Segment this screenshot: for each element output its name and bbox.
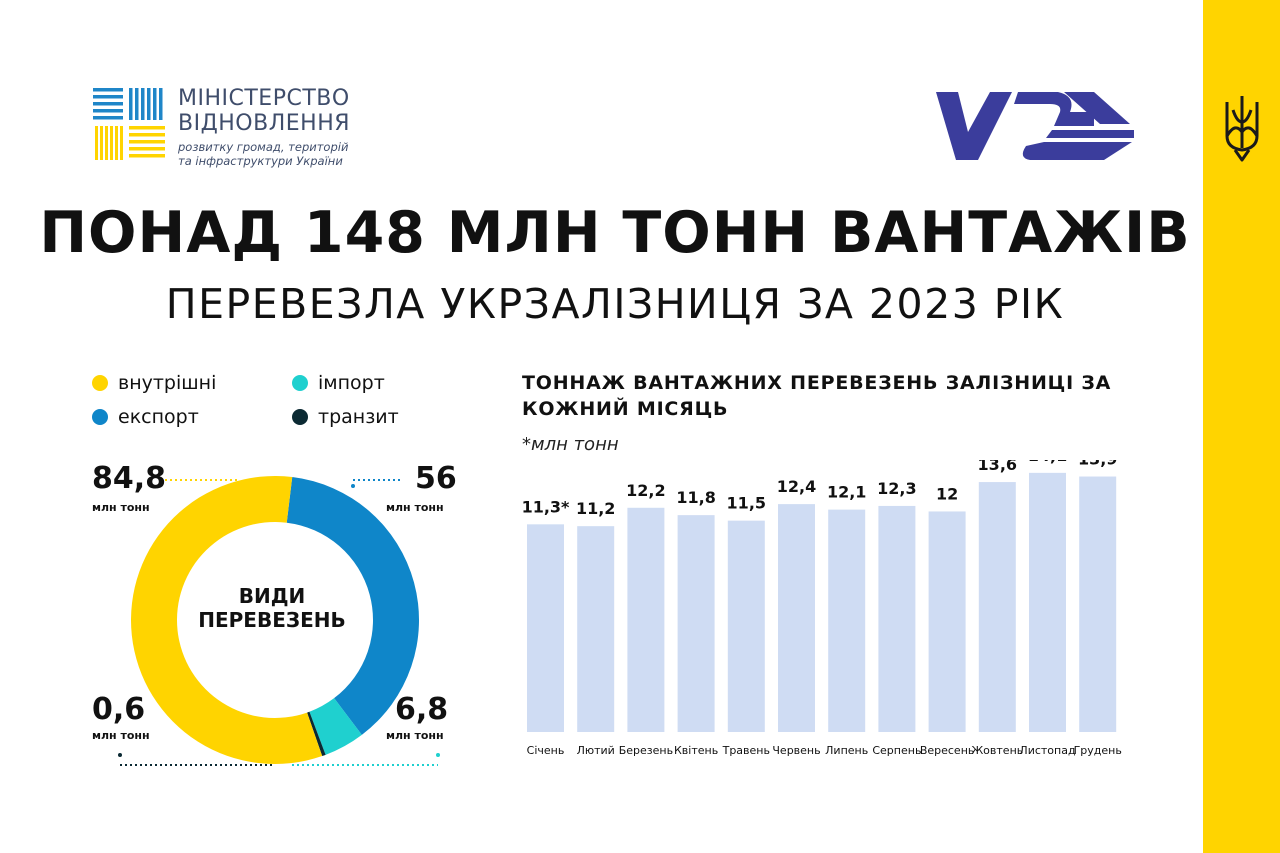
bar-value-label: 12,4 bbox=[777, 477, 816, 496]
legend-label-export: експорт bbox=[118, 406, 199, 428]
logo-stripe bbox=[95, 126, 98, 160]
bar-value-label: 12,1 bbox=[827, 483, 866, 502]
bar-value-label: 12 bbox=[936, 484, 958, 503]
bar-7 bbox=[828, 509, 866, 732]
value-domestic: 84,8 bbox=[92, 461, 167, 496]
bar-2 bbox=[577, 526, 615, 732]
logo-stripe bbox=[110, 126, 113, 160]
donut-slice-import bbox=[309, 698, 362, 755]
bar-8 bbox=[878, 505, 916, 732]
bar-category-label: Липень bbox=[825, 744, 868, 757]
bar-value-label: 13,6 bbox=[978, 460, 1017, 474]
logo-stripe bbox=[115, 126, 118, 160]
logo-stripe bbox=[129, 133, 165, 137]
unit-domestic: млн тонн bbox=[92, 501, 150, 514]
bar-category-label: Жовтень bbox=[971, 744, 1023, 757]
bar-category-label: Березень bbox=[619, 744, 673, 757]
bar-category-label: Січень bbox=[527, 744, 565, 757]
legend-dot-domestic bbox=[92, 375, 108, 391]
legend-dot-export bbox=[92, 409, 108, 425]
bar-value-label: 11,5 bbox=[727, 494, 766, 513]
bar-value-label: 14,1 bbox=[1028, 460, 1067, 465]
logo-stripe bbox=[159, 88, 163, 120]
bar-11 bbox=[1029, 472, 1066, 732]
donut-center-line2: ПЕРЕВЕЗЕНЬ bbox=[198, 608, 346, 632]
bar-value-label: 12,2 bbox=[626, 481, 665, 500]
bar-4 bbox=[677, 515, 715, 732]
value-export: 56 bbox=[415, 461, 457, 496]
value-transit: 0,6 bbox=[92, 692, 146, 727]
unit-export: млн тонн bbox=[386, 501, 444, 514]
logo-stripe bbox=[129, 88, 133, 120]
logo-stripe bbox=[141, 88, 145, 120]
donut-slice-domestic bbox=[130, 476, 323, 764]
legend-item-transit: транзит bbox=[292, 406, 399, 428]
bar-5 bbox=[727, 520, 765, 732]
ministry-subtitle-line1: розвитку громад, територій bbox=[178, 140, 349, 154]
bar-1 bbox=[527, 524, 564, 732]
logo-stripe bbox=[120, 126, 123, 160]
bar-6 bbox=[778, 504, 815, 732]
bar-12 bbox=[1079, 476, 1117, 732]
ministry-subtitle-line2: та інфраструктури України bbox=[178, 154, 343, 168]
logo-stripe bbox=[135, 88, 139, 120]
logo-stripe bbox=[129, 154, 165, 158]
logo-stripe bbox=[105, 126, 108, 160]
donut-slice-export bbox=[286, 477, 419, 735]
bar-category-label: Серпень bbox=[872, 744, 921, 757]
logo-stripe bbox=[93, 95, 123, 99]
ministry-name-line2: ВІДНОВЛЕННЯ bbox=[178, 111, 351, 136]
logo-stripe bbox=[129, 126, 165, 130]
ministry-name-line1: МІНІСТЕРСТВО bbox=[178, 86, 350, 111]
bar-10 bbox=[978, 482, 1016, 732]
bar-category-label: Грудень bbox=[1074, 744, 1122, 757]
bar-chart-unit: *млн тонн bbox=[522, 434, 619, 455]
trident-icon bbox=[1225, 96, 1259, 162]
legend-dot-transit bbox=[292, 409, 308, 425]
legend-label-domestic: внутрішні bbox=[118, 372, 217, 394]
bar-category-label: Вересень bbox=[920, 744, 975, 757]
bar-chart: 11,3* Січень 11,2 Лютий 12,2 Березень 11,8 Квіт… bbox=[522, 460, 1122, 757]
value-import: 6,8 bbox=[395, 692, 449, 727]
bar-9 bbox=[928, 511, 966, 732]
logo-stripe bbox=[129, 147, 165, 151]
bar-category-label: Травень bbox=[722, 744, 770, 757]
logo-stripe bbox=[93, 102, 123, 106]
bar-value-label: 11,3* bbox=[522, 497, 570, 516]
bar-chart-title: ТОННАЖ ВАНТАЖНИХ ПЕРЕВЕЗЕНЬ ЗАЛІЗНИЦІ ЗА… bbox=[522, 372, 1112, 420]
logo-stripe bbox=[93, 109, 123, 113]
bar-3 bbox=[627, 507, 665, 732]
main-subtitle: ПЕРЕВЕЗЛА УКРЗАЛІЗНИЦЯ ЗА 2023 РІК bbox=[165, 280, 1065, 328]
bar-category-label: Листопад bbox=[1019, 744, 1076, 757]
donut-center-line1: ВИДИ bbox=[238, 584, 306, 608]
donut-center-label: ВИДИ ПЕРЕВЕЗЕНЬ bbox=[172, 584, 372, 632]
logo-stripe bbox=[100, 126, 103, 160]
ministry-text-block: МІНІСТЕРСТВО ВІДНОВЛЕННЯ розвитку громад… bbox=[178, 86, 350, 168]
logo-stripe bbox=[93, 88, 123, 92]
bar-value-label: 11,8 bbox=[676, 488, 715, 507]
legend-item-import: імпорт bbox=[292, 372, 385, 394]
bar-value-label: 13,9 bbox=[1078, 460, 1117, 469]
legend-dot-import bbox=[292, 375, 308, 391]
legend-item-domestic: внутрішні bbox=[92, 372, 216, 394]
legend-label-transit: транзит bbox=[318, 406, 399, 428]
donut-chart bbox=[130, 476, 419, 764]
donut-slice-transit bbox=[307, 711, 326, 757]
bar-value-label: 12,3 bbox=[877, 479, 916, 498]
uz-logo bbox=[936, 92, 1134, 160]
main-title: ПОНАД 148 МЛН ТОНН ВАНТАЖІВ bbox=[39, 200, 1191, 266]
bar-category-label: Червень bbox=[772, 744, 820, 757]
bar-category-label: Лютий bbox=[577, 744, 615, 757]
logo-stripe bbox=[153, 88, 157, 120]
logo-stripe bbox=[93, 116, 123, 120]
unit-transit: млн тонн bbox=[92, 729, 150, 742]
legend-item-export: експорт bbox=[92, 406, 199, 428]
logo-stripe bbox=[129, 140, 165, 144]
legend-label-import: імпорт bbox=[318, 372, 385, 394]
bar-value-label: 11,2 bbox=[576, 499, 615, 518]
logo-stripe bbox=[147, 88, 151, 120]
ministry-stripes-logo bbox=[93, 88, 165, 160]
unit-import: млн тонн bbox=[386, 729, 444, 742]
bar-category-label: Квітень bbox=[674, 744, 718, 757]
